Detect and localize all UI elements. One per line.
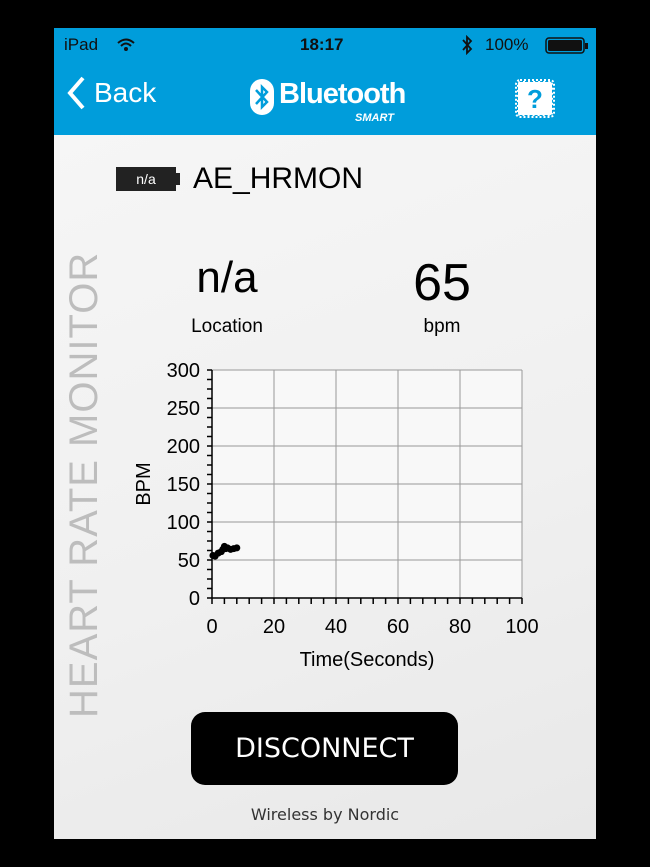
bluetooth-logo-icon bbox=[250, 79, 274, 115]
chevron-left-icon bbox=[67, 76, 85, 110]
logo-sub: SMART bbox=[355, 112, 394, 124]
screen: iPad 18:17 100% Back Bluetooth SMART ? n… bbox=[54, 28, 596, 839]
x-tick-label: 0 bbox=[206, 616, 217, 638]
location-label: Location bbox=[191, 316, 263, 337]
location-value: n/a bbox=[196, 253, 258, 302]
data-point bbox=[233, 544, 241, 552]
battery-level-indicator: n/a bbox=[116, 167, 176, 191]
x-tick-label: 60 bbox=[387, 616, 409, 638]
battery-icon bbox=[545, 37, 588, 54]
y-tick-label: 150 bbox=[167, 474, 200, 496]
y-tick-label: 100 bbox=[167, 512, 200, 534]
y-axis-label: BPM bbox=[133, 462, 155, 505]
logo-text: Bluetooth bbox=[279, 78, 406, 110]
status-bar: iPad 18:17 100% bbox=[54, 28, 596, 62]
help-button[interactable]: ? bbox=[515, 79, 555, 118]
battery-tip bbox=[176, 173, 180, 185]
wifi-icon bbox=[117, 38, 135, 51]
disconnect-button[interactable]: DISCONNECT bbox=[191, 712, 458, 785]
bpm-value: 65 bbox=[413, 254, 471, 312]
y-tick-label: 50 bbox=[178, 550, 200, 572]
y-tick-label: 0 bbox=[189, 588, 200, 610]
back-button[interactable]: Back bbox=[66, 76, 156, 110]
nav-bar: Back Bluetooth SMART ? bbox=[54, 62, 596, 135]
clock: 18:17 bbox=[300, 35, 344, 54]
device-name: AE_HRMON bbox=[193, 162, 364, 195]
device-label: iPad bbox=[64, 35, 99, 54]
y-tick-label: 200 bbox=[167, 436, 200, 458]
heart-rate-chart: 0 20 40 60 80 100 0 50 100 150 200 250 300 Time(Secon… bbox=[133, 360, 539, 671]
y-tick-label: 250 bbox=[167, 398, 200, 420]
x-tick-label: 40 bbox=[325, 616, 347, 638]
x-tick-label: 80 bbox=[449, 616, 471, 638]
y-tick-label: 300 bbox=[167, 360, 200, 382]
bpm-label: bpm bbox=[423, 316, 461, 337]
x-tick-label: 20 bbox=[263, 616, 285, 638]
footer-text: Wireless by Nordic bbox=[250, 805, 400, 824]
bluetooth-icon bbox=[462, 35, 473, 55]
back-label: Back bbox=[94, 77, 157, 108]
battery-percent: 100% bbox=[485, 35, 529, 54]
x-tick-label: 100 bbox=[505, 616, 538, 638]
x-axis-label: Time(Seconds) bbox=[300, 649, 435, 671]
